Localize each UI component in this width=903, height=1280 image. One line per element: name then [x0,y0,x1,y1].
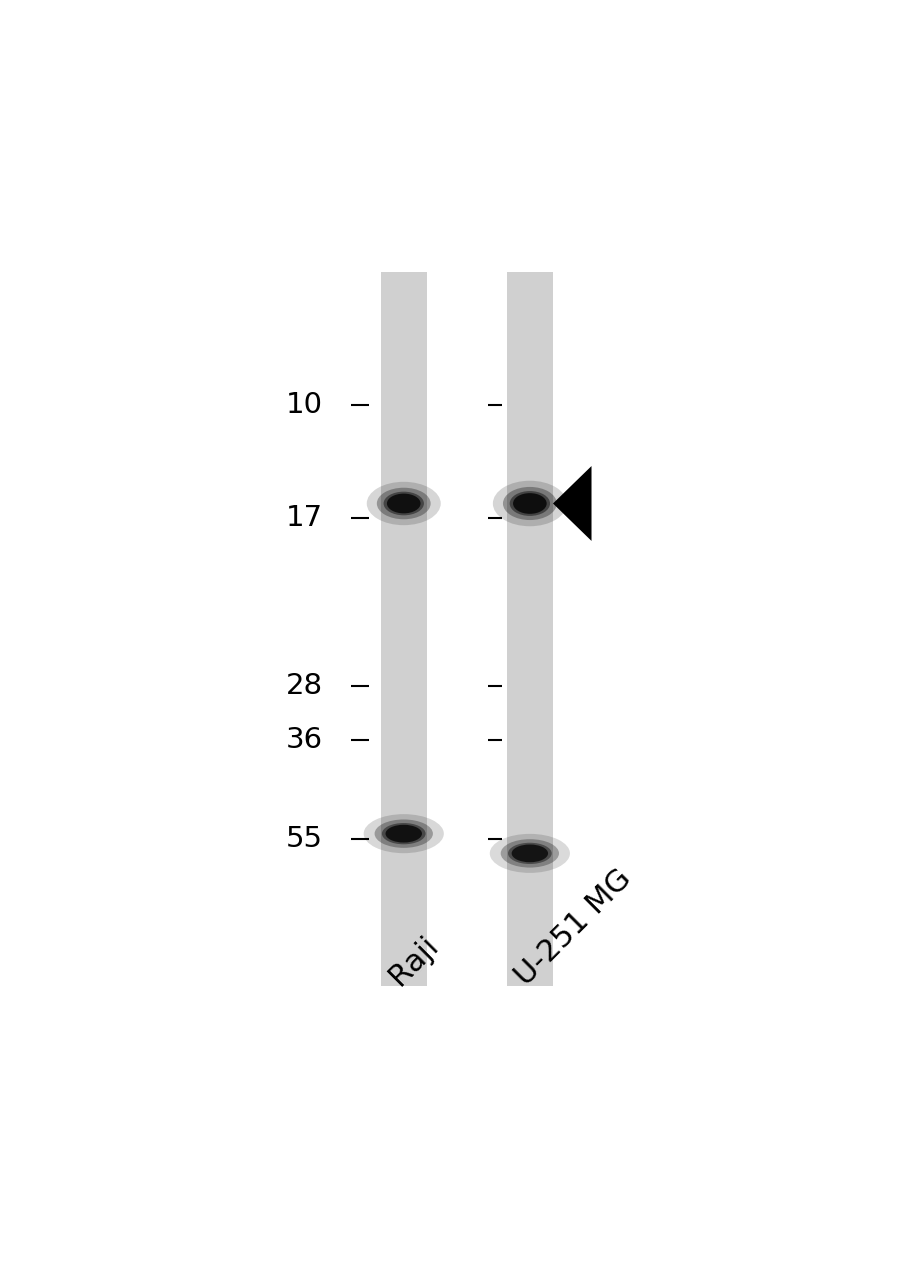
Ellipse shape [374,819,433,847]
Text: 10: 10 [286,390,323,419]
Ellipse shape [513,493,546,513]
Ellipse shape [492,481,566,526]
Ellipse shape [386,494,420,513]
Ellipse shape [511,845,547,863]
Text: U-251 MG: U-251 MG [508,864,636,991]
Ellipse shape [500,840,558,868]
Text: Raji: Raji [383,931,443,991]
Ellipse shape [381,823,425,845]
Ellipse shape [377,488,430,520]
Ellipse shape [502,486,556,520]
Text: 28: 28 [285,672,323,700]
Ellipse shape [507,842,551,864]
Ellipse shape [383,492,424,516]
Text: 55: 55 [286,824,323,852]
Bar [380,271,426,987]
Ellipse shape [489,833,569,873]
Bar [507,271,552,987]
Ellipse shape [367,481,441,525]
Text: 17: 17 [285,504,323,532]
Ellipse shape [385,824,422,842]
Ellipse shape [363,814,443,854]
Ellipse shape [509,492,549,516]
Text: 36: 36 [285,726,323,754]
Polygon shape [553,466,591,541]
